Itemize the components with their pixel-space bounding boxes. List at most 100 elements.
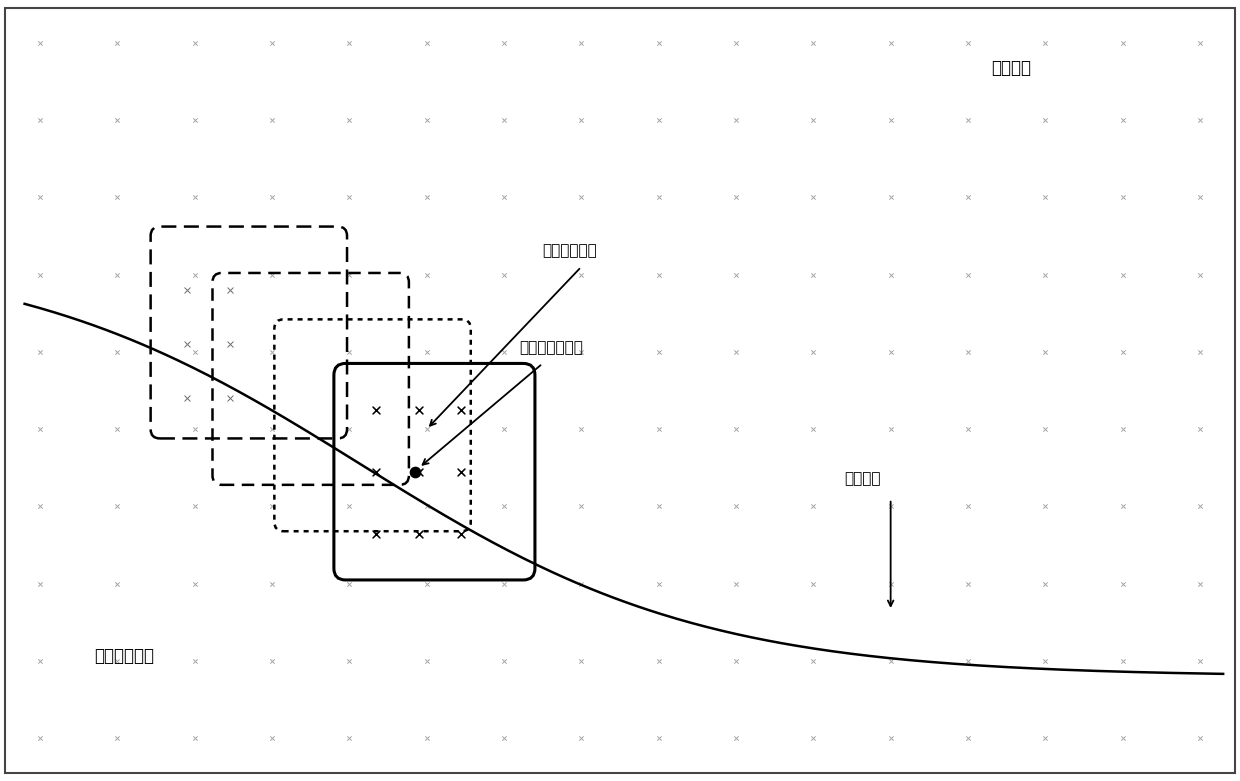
Point bbox=[409, 404, 429, 416]
Point bbox=[959, 113, 978, 126]
Point bbox=[1035, 191, 1055, 203]
Point bbox=[367, 465, 387, 478]
Point bbox=[417, 733, 436, 745]
Point bbox=[494, 191, 513, 203]
Point bbox=[727, 113, 746, 126]
Point bbox=[30, 345, 50, 358]
Point bbox=[727, 36, 746, 48]
Point bbox=[1035, 423, 1055, 436]
Point bbox=[417, 423, 436, 436]
Point bbox=[185, 36, 205, 48]
Point bbox=[649, 113, 668, 126]
Point bbox=[494, 578, 513, 590]
Point bbox=[30, 268, 50, 280]
Point bbox=[340, 655, 360, 668]
Point bbox=[417, 191, 436, 203]
Point bbox=[649, 578, 668, 590]
Point bbox=[177, 392, 197, 405]
Point bbox=[262, 268, 281, 280]
Point bbox=[804, 578, 823, 590]
Point bbox=[340, 578, 360, 590]
Point bbox=[340, 36, 360, 48]
Point bbox=[108, 345, 128, 358]
Point bbox=[494, 113, 513, 126]
Point bbox=[1112, 501, 1132, 513]
Point bbox=[185, 423, 205, 436]
Point bbox=[494, 345, 513, 358]
Point bbox=[177, 284, 197, 296]
Point bbox=[417, 501, 436, 513]
Point bbox=[804, 345, 823, 358]
Point bbox=[1035, 578, 1055, 590]
Point bbox=[451, 404, 471, 416]
Point bbox=[494, 268, 513, 280]
Point bbox=[1112, 268, 1132, 280]
Point bbox=[1035, 113, 1055, 126]
Point bbox=[494, 655, 513, 668]
Point bbox=[880, 655, 900, 668]
Point bbox=[727, 268, 746, 280]
Point bbox=[572, 113, 591, 126]
Point bbox=[880, 345, 900, 358]
Point bbox=[1035, 655, 1055, 668]
Text: 神经元中心点: 神经元中心点 bbox=[94, 647, 154, 665]
Point bbox=[185, 113, 205, 126]
Point bbox=[177, 338, 197, 351]
Point bbox=[1035, 268, 1055, 280]
Point bbox=[1190, 345, 1210, 358]
Point bbox=[649, 345, 668, 358]
Text: 神经网络输入点: 神经网络输入点 bbox=[520, 340, 583, 355]
Point bbox=[30, 36, 50, 48]
Point bbox=[219, 392, 239, 405]
Point bbox=[340, 191, 360, 203]
Point bbox=[804, 423, 823, 436]
Point bbox=[108, 501, 128, 513]
Point bbox=[185, 501, 205, 513]
Point bbox=[108, 113, 128, 126]
Point bbox=[572, 655, 591, 668]
Text: 局部激活算子: 局部激活算子 bbox=[543, 243, 598, 259]
Point bbox=[367, 527, 387, 540]
Point bbox=[262, 655, 281, 668]
Point bbox=[804, 655, 823, 668]
Point bbox=[494, 501, 513, 513]
Point bbox=[880, 501, 900, 513]
Point bbox=[340, 733, 360, 745]
Point bbox=[262, 113, 281, 126]
Point bbox=[1112, 578, 1132, 590]
Point bbox=[804, 191, 823, 203]
Point bbox=[340, 113, 360, 126]
Point bbox=[880, 733, 900, 745]
Point bbox=[108, 423, 128, 436]
Point bbox=[185, 578, 205, 590]
Point bbox=[804, 501, 823, 513]
Point bbox=[30, 113, 50, 126]
Point bbox=[804, 36, 823, 48]
Point bbox=[649, 501, 668, 513]
Point bbox=[494, 423, 513, 436]
Point bbox=[572, 501, 591, 513]
Point bbox=[959, 191, 978, 203]
Point bbox=[1190, 36, 1210, 48]
Point bbox=[649, 655, 668, 668]
Point bbox=[262, 191, 281, 203]
Point bbox=[494, 733, 513, 745]
Point bbox=[1112, 423, 1132, 436]
Point bbox=[185, 268, 205, 280]
Point bbox=[1190, 655, 1210, 668]
Point bbox=[804, 113, 823, 126]
Point bbox=[262, 501, 281, 513]
Point bbox=[1112, 655, 1132, 668]
Point bbox=[959, 268, 978, 280]
Point bbox=[1112, 113, 1132, 126]
Point bbox=[494, 36, 513, 48]
Point bbox=[727, 345, 746, 358]
Point bbox=[572, 578, 591, 590]
Point bbox=[804, 733, 823, 745]
Point bbox=[804, 268, 823, 280]
Point bbox=[451, 465, 471, 478]
Point bbox=[409, 527, 429, 540]
Point bbox=[108, 655, 128, 668]
Point bbox=[108, 733, 128, 745]
Point bbox=[108, 578, 128, 590]
